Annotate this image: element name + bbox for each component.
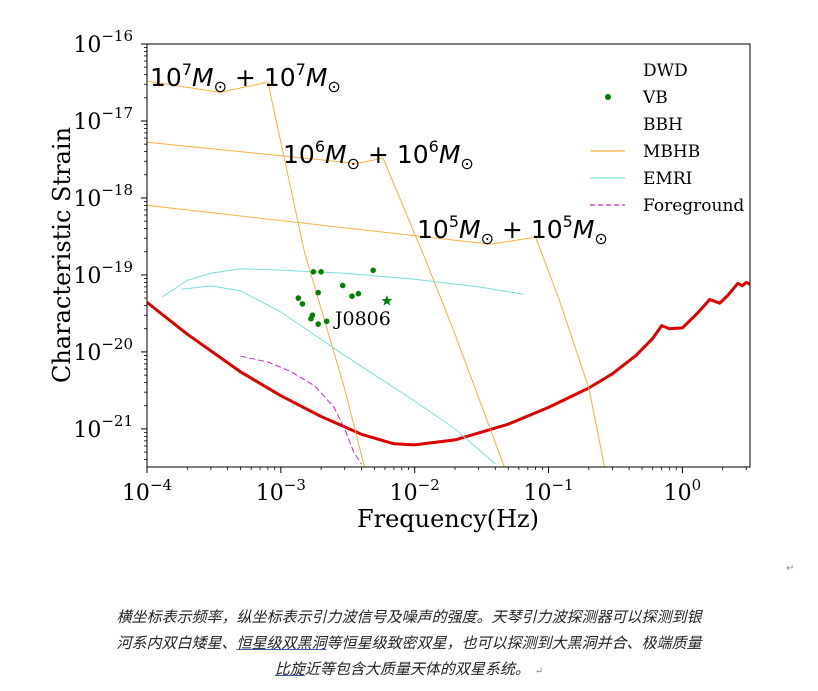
series-line-mbhb-1e7 xyxy=(147,80,366,467)
x-tick-label: 10−2 xyxy=(390,476,440,506)
annotation-mbhb5: 105M⊙ + 105M⊙ xyxy=(417,212,608,248)
strain-frequency-chart: J0806 10−4 10−3 10−2 10−1 100 10−16 10−17 10−18… xyxy=(48,27,751,533)
caption-line-1: 横坐标表示频率，纵坐标表示引力波信号及噪声的强度。天琴引力波探测器可以探测到银 xyxy=(116,608,702,626)
vb-point-6 xyxy=(355,290,362,297)
plot-lines xyxy=(147,80,750,467)
legend: DWD VB BBH MBHB EMRI Foreground xyxy=(590,61,744,216)
caption-line-3: 比旋近等包含大质量天体的双星系统。 ↵ xyxy=(0,656,818,685)
vb-point-5 xyxy=(315,289,322,296)
x-tick-label: 10−4 xyxy=(122,476,172,506)
figure-caption: 横坐标表示频率，纵坐标表示引力波信号及噪声的强度。天琴引力波探测器可以探测到银 … xyxy=(0,604,818,685)
caption-return-mark: ↵ xyxy=(534,666,544,677)
caption-line-3-end: 近等包含大质量天体的双星系统。 xyxy=(304,660,530,678)
vb-point-1 xyxy=(310,269,317,275)
y-tick-label: 10−19 xyxy=(73,258,133,289)
vb-point-4 xyxy=(339,282,346,289)
y-tick-label: 10−16 xyxy=(73,27,133,58)
legend-label-vb: VB xyxy=(642,88,668,108)
y-tick-label: 10−18 xyxy=(73,181,133,212)
plot-frame xyxy=(146,43,751,468)
vb-point-12 xyxy=(323,318,330,325)
series-line-foreground xyxy=(240,355,362,465)
vb-point-11 xyxy=(308,315,314,322)
y-tick-label: 10−20 xyxy=(73,335,133,366)
x-axis-label: Frequency(Hz) xyxy=(357,505,539,533)
caption-line-2-start: 河系内双白矮星、 xyxy=(116,634,237,652)
vb-point-7 xyxy=(349,293,355,300)
legend-label-emri: EMRI xyxy=(643,169,692,189)
axis-ticks xyxy=(141,43,747,473)
y-tick-label: 10−21 xyxy=(73,412,133,443)
caption-link-inspiral[interactable]: 比旋 xyxy=(274,660,305,678)
legend-label-foreground: Foreground xyxy=(643,196,744,216)
vb-point-9 xyxy=(299,301,306,307)
vb-point-2 xyxy=(318,269,324,275)
x-tick-label: 10−3 xyxy=(256,476,306,506)
series-line-emri-lower xyxy=(181,285,496,465)
legend-label-bbh: BBH xyxy=(643,115,683,135)
legend-label-dwd: DWD xyxy=(643,61,688,81)
y-tick-label: 10−17 xyxy=(73,104,133,135)
series-line-emri-upper xyxy=(162,268,524,298)
x-tick-label: 10−1 xyxy=(523,476,573,506)
vb-point-13 xyxy=(315,321,322,327)
vb-point-8 xyxy=(295,295,302,301)
axis-tick-labels: 10−4 10−3 10−2 10−1 100 10−16 10−17 10−18 10−19 1… xyxy=(73,27,701,506)
annotation-mbhb6: 106M⊙ + 106M⊙ xyxy=(283,137,474,173)
caption-link-stellar-bbh[interactable]: 恒星级双黑洞 xyxy=(236,634,327,652)
legend-swatch-vb xyxy=(605,94,611,100)
plot-points: J0806 xyxy=(295,267,393,330)
legend-label-mbhb: MBHB xyxy=(643,142,700,162)
annotation-mbhb7: 107M⊙ + 107M⊙ xyxy=(150,60,341,96)
vb-point-3 xyxy=(370,267,377,274)
return-mark: ↵ xyxy=(786,563,795,574)
series-line-mbhb-1e6 xyxy=(147,141,505,467)
caption-line-2: 河系内双白矮星、恒星级双黑洞等恒星级致密双星，也可以探测到大黑洞并合、极端质量 xyxy=(0,630,818,656)
j0806-star xyxy=(381,295,393,306)
j0806-label: J0806 xyxy=(333,308,391,330)
caption-line-2-end: 等恒星级致密双星，也可以探测到大黑洞并合、极端质量 xyxy=(326,634,702,652)
annotations: 107M⊙ + 107M⊙ 106M⊙ + 106M⊙ 105M⊙ + 105M⊙ xyxy=(150,60,608,248)
x-tick-label: 100 xyxy=(664,476,702,506)
series-line-sensitivity xyxy=(147,280,750,447)
series-line-mbhb-1e5 xyxy=(147,204,606,467)
y-axis-label: Characteristic Strain xyxy=(48,127,76,383)
